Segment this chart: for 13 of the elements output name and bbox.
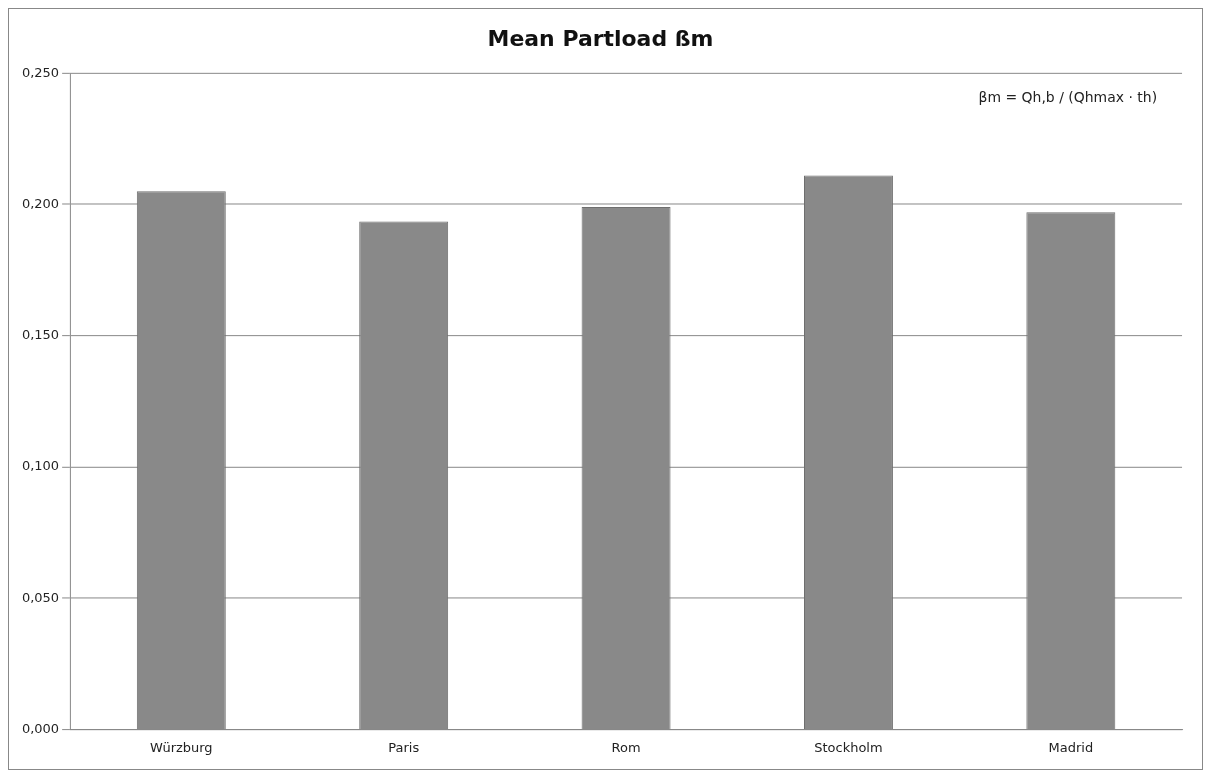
y-tick-label: 0,050 <box>21 589 60 605</box>
x-tick-label: Paris <box>388 739 420 755</box>
y-tick-label: 0,000 <box>21 720 60 736</box>
y-tick-label: 0,150 <box>21 327 60 343</box>
x-tick-label: Madrid <box>1048 739 1094 755</box>
x-tick-label: Rom <box>611 739 641 755</box>
x-tick-label: Würzburg <box>150 739 213 755</box>
y-tick-label: 0,100 <box>21 458 60 474</box>
annotation: βm = Qh,b / (Qhmax · th) <box>978 88 1158 105</box>
chart-title: Mean Partload ßm <box>487 25 714 51</box>
y-tick-label: 0,250 <box>21 64 60 80</box>
y-tick-label: 0,200 <box>21 195 60 211</box>
x-tick-label: Stockholm <box>814 739 883 755</box>
